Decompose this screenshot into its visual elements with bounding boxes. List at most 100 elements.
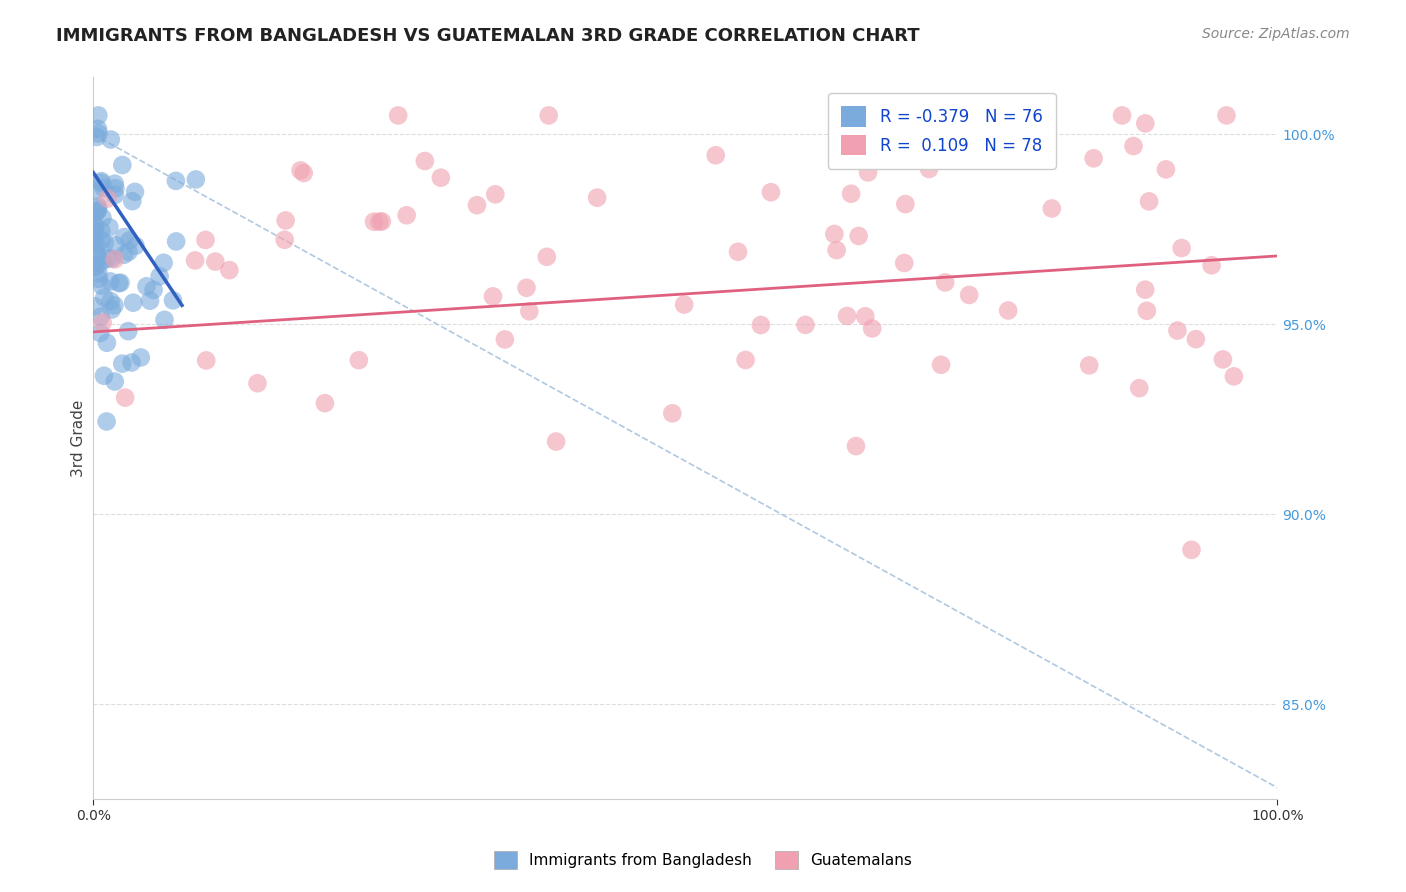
Point	[1170, 241, 1192, 255]
Point	[90, 174, 112, 188]
Point	[87, 121, 110, 136]
Point	[96, 335, 118, 350]
Point	[430, 170, 453, 185]
Point	[93, 181, 115, 195]
Point	[845, 439, 868, 453]
Point	[363, 215, 385, 229]
Point	[117, 324, 139, 338]
Point	[83, 217, 105, 231]
Point	[494, 333, 516, 347]
Point	[515, 281, 537, 295]
Point	[465, 198, 488, 212]
Point	[894, 197, 917, 211]
Point	[94, 235, 117, 250]
Point	[91, 254, 114, 268]
Point	[165, 235, 187, 249]
Point	[87, 202, 110, 217]
Point	[734, 353, 756, 368]
Point	[1133, 283, 1156, 297]
Point	[111, 357, 134, 371]
Point	[91, 316, 114, 330]
Point	[1215, 108, 1237, 122]
Point	[139, 293, 162, 308]
Point	[104, 177, 127, 191]
Point	[274, 213, 297, 227]
Point	[1201, 258, 1223, 272]
Point	[135, 279, 157, 293]
Point	[1180, 542, 1202, 557]
Point	[104, 181, 127, 195]
Point	[124, 239, 146, 253]
Point	[96, 192, 118, 206]
Point	[704, 148, 727, 162]
Point	[856, 165, 879, 179]
Point	[292, 166, 315, 180]
Point	[918, 161, 941, 176]
Point	[86, 259, 108, 273]
Point	[484, 187, 506, 202]
Point	[84, 247, 107, 261]
Point	[104, 188, 127, 202]
Point	[537, 108, 560, 122]
Point	[749, 318, 772, 332]
Point	[117, 244, 139, 259]
Point	[83, 260, 105, 274]
Point	[1135, 116, 1157, 130]
Point	[204, 254, 226, 268]
Point	[517, 304, 540, 318]
Point	[84, 220, 107, 235]
Point	[103, 298, 125, 312]
Point	[93, 368, 115, 383]
Point	[142, 283, 165, 297]
Point	[104, 238, 127, 252]
Point	[929, 358, 952, 372]
Y-axis label: 3rd Grade: 3rd Grade	[72, 400, 86, 477]
Point	[825, 243, 848, 257]
Point	[84, 184, 107, 198]
Text: IMMIGRANTS FROM BANGLADESH VS GUATEMALAN 3RD GRADE CORRELATION CHART: IMMIGRANTS FROM BANGLADESH VS GUATEMALAN…	[56, 27, 920, 45]
Legend: Immigrants from Bangladesh, Guatemalans: Immigrants from Bangladesh, Guatemalans	[488, 845, 918, 875]
Point	[368, 214, 391, 228]
Point	[395, 208, 418, 222]
Point	[273, 233, 295, 247]
Point	[98, 220, 121, 235]
Point	[794, 318, 817, 332]
Point	[114, 391, 136, 405]
Point	[1014, 108, 1036, 122]
Point	[1137, 194, 1160, 209]
Point	[1083, 151, 1105, 165]
Point	[957, 288, 980, 302]
Point	[110, 276, 132, 290]
Point	[86, 130, 108, 145]
Point	[129, 351, 152, 365]
Point	[1078, 359, 1101, 373]
Point	[347, 353, 370, 368]
Point	[90, 278, 112, 293]
Point	[546, 434, 568, 449]
Point	[387, 108, 409, 122]
Point	[97, 252, 120, 266]
Point	[83, 228, 105, 243]
Point	[121, 194, 143, 209]
Point	[90, 224, 112, 238]
Point	[162, 293, 184, 308]
Point	[87, 127, 110, 141]
Point	[87, 108, 110, 122]
Point	[91, 211, 114, 225]
Point	[1122, 139, 1144, 153]
Point	[218, 263, 240, 277]
Point	[96, 415, 118, 429]
Point	[112, 230, 135, 244]
Point	[661, 406, 683, 420]
Point	[1040, 202, 1063, 216]
Point	[89, 326, 111, 340]
Point	[101, 252, 124, 266]
Point	[184, 253, 207, 268]
Text: Source: ZipAtlas.com: Source: ZipAtlas.com	[1202, 27, 1350, 41]
Point	[98, 274, 121, 288]
Point	[195, 353, 218, 368]
Point	[104, 375, 127, 389]
Point	[108, 276, 131, 290]
Point	[314, 396, 336, 410]
Point	[848, 229, 870, 244]
